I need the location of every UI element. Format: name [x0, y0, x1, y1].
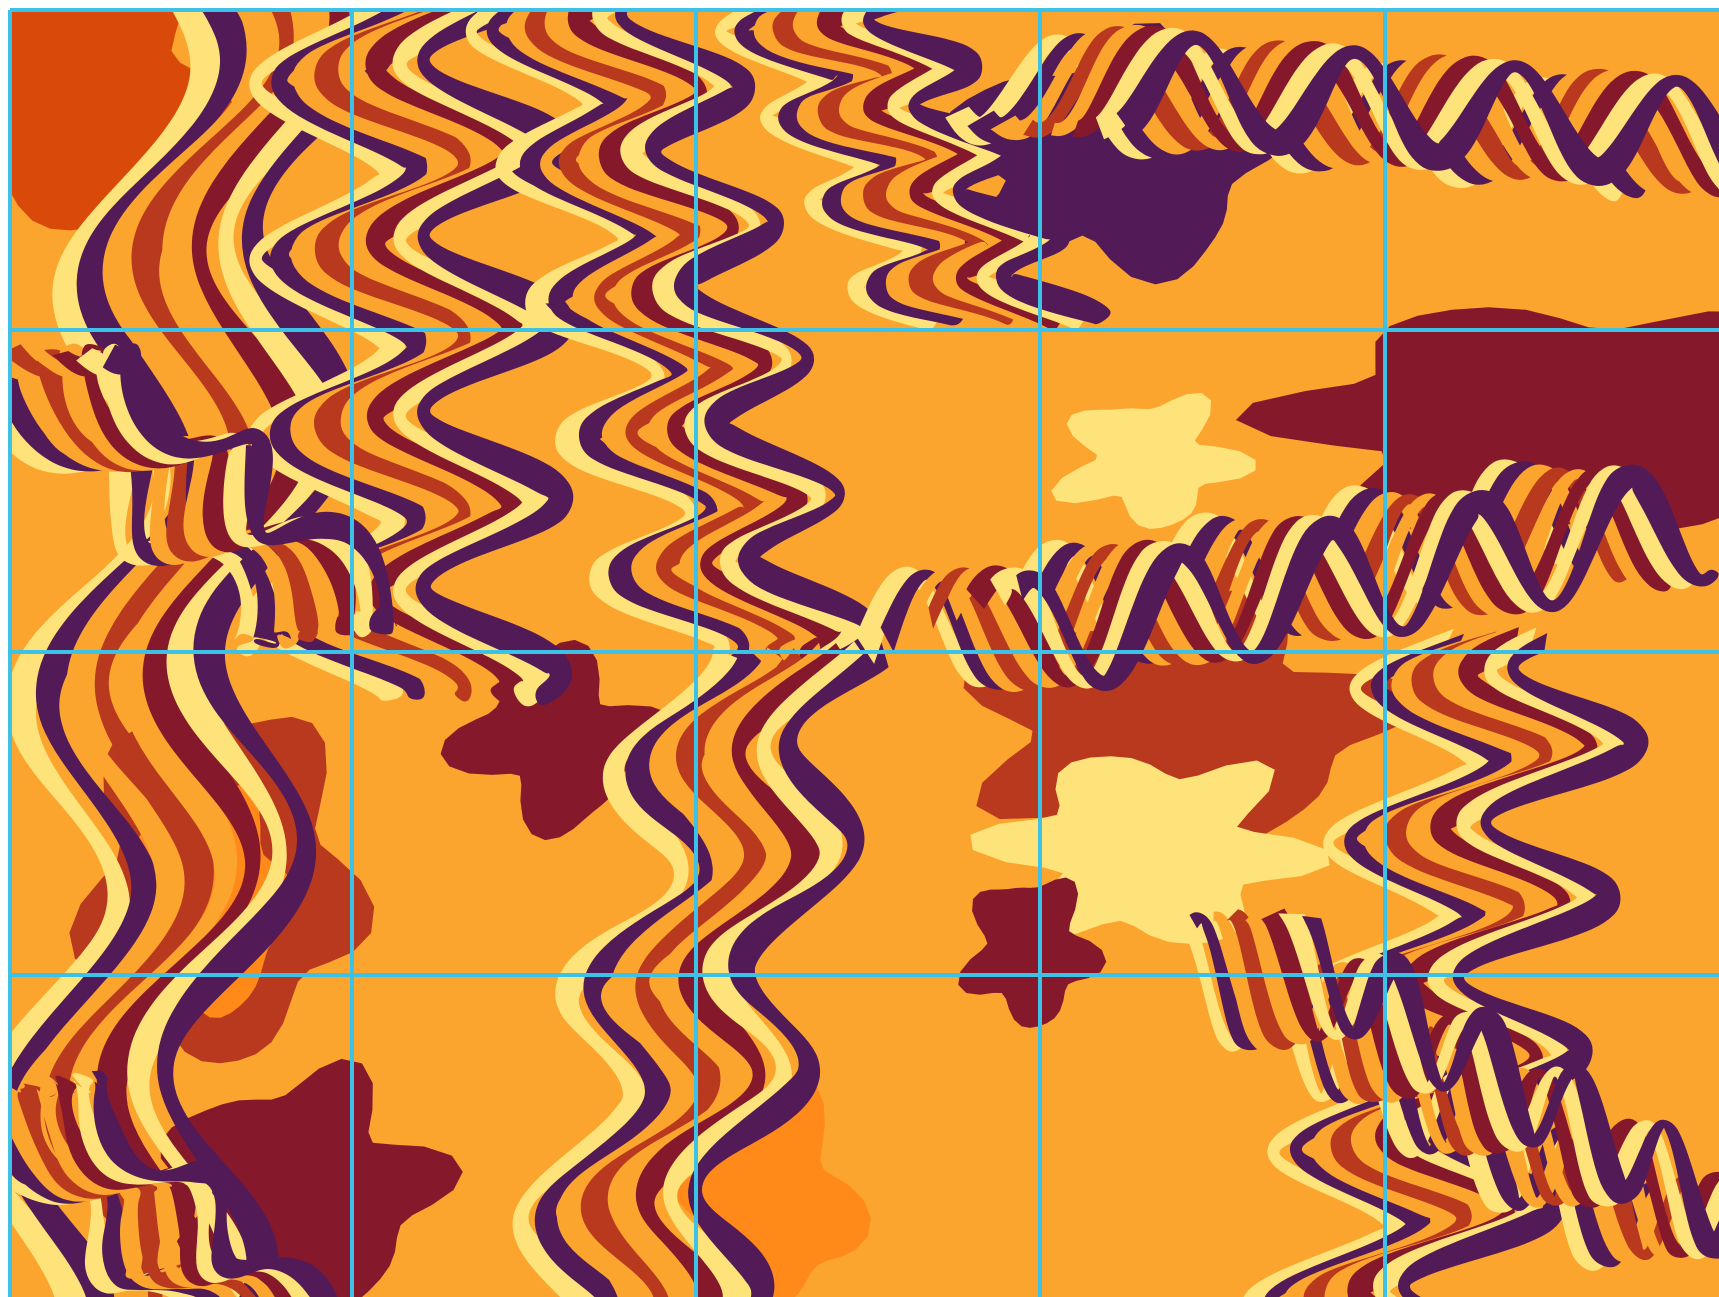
puzzle-tile-r1-c0[interactable] [10, 330, 352, 652]
art-stripe-8-3 [10, 344, 322, 643]
puzzle-tile-r1-c3[interactable] [1040, 330, 1385, 652]
art-stripe-4-5 [635, 643, 850, 1297]
art-blob-burnt-topleft [10, 10, 238, 231]
art-stripe-8-5 [52, 343, 356, 636]
art-stripe-6-1 [967, 33, 1648, 199]
puzzle-tile-r3-c4[interactable] [1385, 975, 1719, 1297]
art-stripe-4-7 [688, 637, 889, 1297]
puzzle-tile-r0-c1[interactable] [352, 10, 696, 330]
puzzle-tile-r3-c2[interactable] [696, 975, 1040, 1297]
puzzle-tile-r0-c4[interactable] [1385, 10, 1719, 330]
puzzle-tile-r3-c1[interactable] [352, 975, 696, 1297]
puzzle-tile-r1-c1[interactable] [352, 330, 696, 652]
puzzle-tile-r2-c3[interactable] [1040, 652, 1385, 975]
puzzle-tile-r2-c4[interactable] [1385, 652, 1719, 975]
art-stripe-1-3 [313, 10, 472, 702]
art-stripe-9-4 [35, 1076, 278, 1297]
puzzle-tile-r2-c2[interactable] [696, 652, 1040, 975]
art-stripe-7-5 [966, 468, 1673, 688]
art-stripe-2-1 [486, 10, 750, 662]
art-stripe-10-7 [1302, 915, 1719, 1259]
art-stripe-9-1 [10, 1127, 220, 1297]
art-stripe-6-7 [1116, 30, 1719, 186]
art-stripe-6-5 [1072, 25, 1719, 198]
puzzle-tile-r0-c0[interactable] [10, 10, 352, 330]
art-stripe-3-4 [792, 10, 1040, 327]
art-stripe-9-6 [72, 1072, 321, 1297]
puzzle-tile-r1-c2[interactable] [696, 330, 1040, 652]
puzzle-tile-r0-c2[interactable] [696, 10, 1040, 330]
art-blob-maroon-small [958, 877, 1107, 1028]
art-stripe-2-6 [592, 10, 861, 665]
puzzle-tile-r3-c3[interactable] [1040, 975, 1385, 1297]
art-stripe-8-7 [102, 343, 397, 635]
art-stripe-3-7 [863, 10, 1111, 325]
art-stripe-3-3 [772, 10, 1014, 325]
puzzle-tile-r3-c0[interactable] [10, 975, 352, 1297]
art-stripe-9-5 [54, 1075, 301, 1297]
art-stripe-9-2 [10, 1087, 237, 1297]
puzzle-grid-lines [8, 8, 1719, 1297]
art-stripe-8-1 [10, 355, 282, 648]
art-stripe-4-1 [534, 642, 763, 1297]
art-stripe-9-0 [10, 1172, 204, 1297]
art-stripe-3-5 [816, 10, 1064, 331]
art-stripe-6-2 [990, 29, 1673, 196]
art-stripe-8-2 [10, 351, 303, 649]
art-stripe-2-2 [506, 10, 771, 664]
puzzle-tile-r2-c1[interactable] [352, 652, 696, 975]
art-stripe-3-2 [753, 10, 989, 325]
puzzle-tile-r2-c0[interactable] [10, 652, 352, 975]
art-stripe-2-7 [615, 10, 880, 663]
art-stripe-7-6 [990, 465, 1694, 689]
art-stripe-3-6 [841, 10, 1088, 330]
art-blob-yellow-island [1051, 392, 1256, 529]
art-stripe-8-6 [76, 343, 380, 638]
art-stripe-4-3 [580, 648, 803, 1297]
puzzle-tile-r0-c3[interactable] [1040, 10, 1385, 330]
art-stripe-4-2 [556, 647, 783, 1297]
art-stripe-9-7 [91, 1070, 338, 1297]
art-stripe-8-4 [31, 343, 340, 640]
art-blob-maroon-mid [440, 639, 680, 841]
art-stripe-7-7 [1016, 464, 1719, 692]
puzzle-tile-r1-c4[interactable] [1385, 330, 1719, 652]
art-stripe-4-4 [607, 642, 824, 1297]
